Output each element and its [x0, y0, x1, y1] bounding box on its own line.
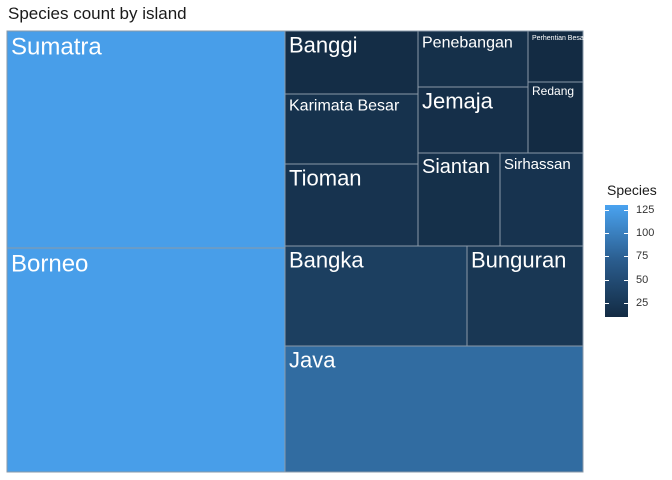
tile-label-sirhassan: Sirhassan	[504, 156, 571, 173]
tile-redang	[527, 81, 584, 154]
tile-label-borneo: Borneo	[11, 250, 88, 277]
tile-siantan	[417, 152, 501, 247]
legend-title: Species	[607, 182, 657, 198]
tile-sirhassan	[499, 152, 584, 247]
tile-label-perhentian-besar: Perhentian Besar	[532, 35, 587, 42]
tile-label-bangka: Bangka	[289, 248, 364, 273]
legend-tick-label: 75	[636, 250, 649, 263]
legend-tick-label: 50	[636, 273, 649, 286]
tile-borneo	[6, 247, 286, 473]
legend-tick	[605, 279, 628, 281]
legend-tick-label: 25	[636, 297, 649, 309]
tile-perhentian-besar	[527, 30, 584, 83]
legend-tick	[605, 303, 628, 304]
chart-title: Species count by island	[8, 4, 187, 23]
tile-label-java: Java	[289, 348, 336, 373]
tile-label-redang: Redang	[532, 84, 574, 98]
legend-tick	[605, 256, 628, 258]
tile-java	[284, 345, 584, 473]
tile-label-sumatra: Sumatra	[11, 33, 102, 60]
tile-label-banggi: Banggi	[289, 33, 358, 58]
color-legend: Species 125 100 75 50 25	[600, 182, 672, 332]
legend-tick-label: 125	[636, 203, 655, 216]
treemap-plot: Sumatra Borneo Banggi Karimata Besar Tioman P…	[6, 30, 587, 473]
tile-label-bunguran: Bunguran	[471, 248, 566, 273]
legend-tick	[605, 233, 628, 234]
tile-label-karimata-besar: Karimata Besar	[289, 98, 400, 115]
tile-bunguran	[466, 245, 584, 347]
tile-label-jemaja: Jemaja	[422, 89, 494, 114]
tile-sumatra	[6, 30, 286, 249]
tile-jemaja	[417, 86, 529, 154]
tile-label-penebangan: Penebangan	[422, 35, 513, 52]
tile-label-tioman: Tioman	[289, 166, 362, 191]
legend-tick	[605, 209, 628, 211]
legend-tick-label: 100	[636, 227, 655, 239]
legend-colorbar	[605, 205, 628, 317]
tile-label-siantan: Siantan	[422, 156, 490, 178]
